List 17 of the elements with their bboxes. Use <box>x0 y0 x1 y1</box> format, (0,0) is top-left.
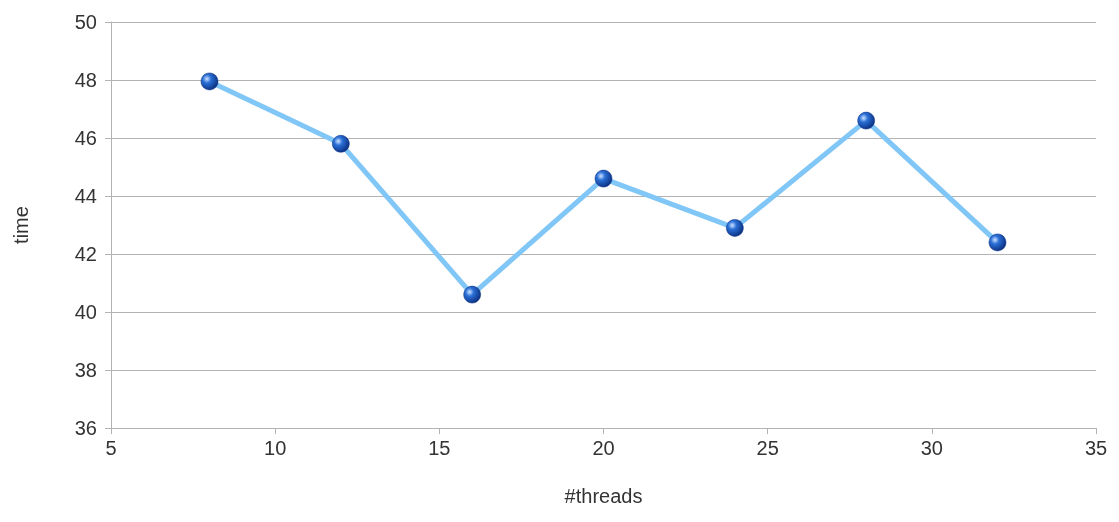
y-tick-label: 44 <box>74 185 97 207</box>
y-tick-label: 38 <box>74 359 97 381</box>
y-tick-label: 40 <box>74 301 97 323</box>
y-axis-title: time <box>10 206 32 244</box>
x-tick-label: 15 <box>428 437 451 459</box>
x-tick-label: 5 <box>105 437 117 459</box>
y-tick-label: 46 <box>74 127 97 149</box>
x-tick-label: 30 <box>920 437 943 459</box>
y-tick-label: 48 <box>74 69 97 91</box>
x-axis-title: #threads <box>564 485 643 507</box>
x-tick-label: 10 <box>264 437 287 459</box>
y-tick-label: 42 <box>74 243 97 265</box>
x-tick-label: 35 <box>1084 437 1108 459</box>
x-tick-label: 20 <box>592 437 615 459</box>
x-tick-label: 25 <box>756 437 779 459</box>
y-tick-label: 50 <box>74 11 97 33</box>
y-tick-label: 36 <box>74 417 97 439</box>
